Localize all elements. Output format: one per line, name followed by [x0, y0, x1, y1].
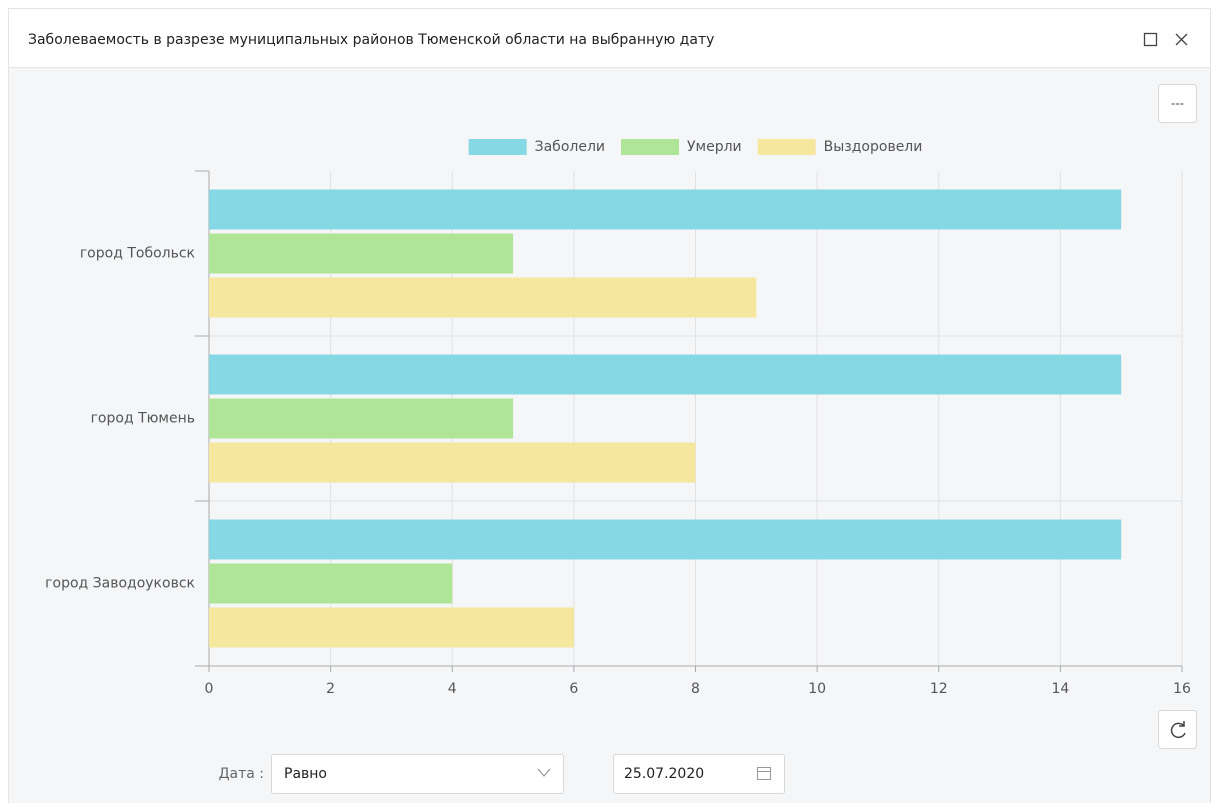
x-tick-label: 10: [808, 681, 826, 697]
legend-swatch: [468, 139, 527, 155]
bar: [209, 519, 1122, 560]
menu-button-label: ---: [1171, 97, 1184, 111]
legend-swatch: [621, 139, 680, 155]
refresh-icon: [1170, 721, 1186, 739]
maximize-icon[interactable]: [1143, 32, 1158, 47]
refresh-button[interactable]: [1158, 710, 1197, 749]
bar: [209, 607, 574, 648]
y-tick-label: город Заводоуковск: [45, 576, 195, 592]
operator-select[interactable]: [271, 754, 564, 794]
legend-label: Заболели: [535, 139, 605, 155]
bar: [209, 277, 757, 318]
bar: [209, 563, 453, 604]
window: [8, 8, 1211, 803]
legend-label: Выздоровели: [824, 139, 923, 155]
x-tick-label: 0: [205, 681, 214, 697]
bar: [209, 189, 1122, 230]
x-tick-label: 8: [691, 681, 700, 697]
calendar-icon: [757, 767, 771, 780]
bar: [209, 354, 1122, 395]
window-header: [9, 9, 1210, 67]
x-tick-label: 14: [1051, 681, 1069, 697]
x-tick-label: 2: [326, 681, 335, 697]
menu-button[interactable]: [1158, 84, 1197, 123]
x-tick-label: 4: [448, 681, 457, 697]
y-tick-label: город Тюмень: [91, 411, 195, 427]
chart: 0 2 4 6 8 10 12 14 16 город Тобольск город Тюмень г…: [45, 139, 1191, 697]
operator-value: Равно: [284, 766, 327, 782]
close-icon[interactable]: [1175, 33, 1188, 46]
x-tick-label: 16: [1173, 681, 1191, 697]
x-tick-label: 6: [569, 681, 578, 697]
legend-label: Умерли: [687, 139, 742, 155]
bar: [209, 398, 514, 439]
bar: [209, 442, 696, 483]
date-input[interactable]: [613, 754, 785, 794]
window-title: Заболеваемость в разрезе муниципальных р…: [28, 32, 714, 48]
y-tick-label: город Тобольск: [80, 246, 195, 262]
date-value: 25.07.2020: [624, 766, 704, 782]
bar: [209, 233, 514, 274]
filter-label: Дата :: [219, 766, 264, 782]
dropdown-chevron: [537, 768, 551, 777]
x-tick-label: 12: [930, 681, 948, 697]
legend-swatch: [757, 139, 816, 155]
